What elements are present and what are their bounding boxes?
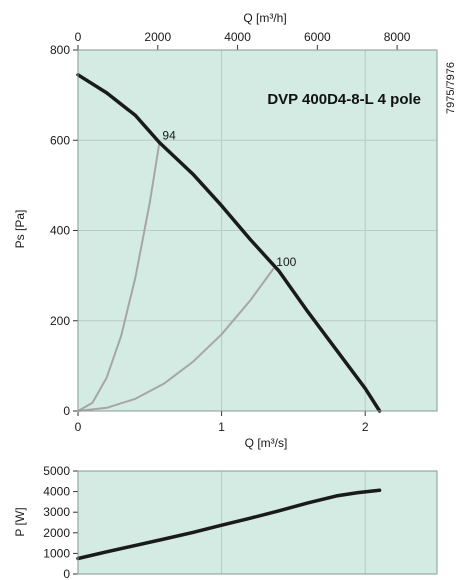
system-curve-94: [77, 141, 161, 412]
y-axis-title: Ps [Pa]: [13, 210, 27, 249]
power-y-tick-label: 4000: [43, 485, 70, 499]
power-series: [76, 488, 382, 561]
y-tick-label: 400: [50, 224, 70, 238]
y-tick-label: 800: [50, 43, 70, 57]
power-y-tick-label: 0: [63, 567, 70, 580]
power-curve: [76, 488, 382, 561]
pressure-plot-frame: [77, 49, 438, 412]
y-tick-label: 200: [50, 314, 70, 328]
x-tick-label: 1: [218, 420, 225, 434]
x-tick-label: 0: [75, 420, 82, 434]
power-y-tick-label: 3000: [43, 505, 70, 519]
power-y-tick-label: 1000: [43, 546, 70, 560]
x-axis-title: Q [m³/s]: [245, 436, 288, 450]
operating-point-label: 100: [276, 255, 296, 269]
y-tick-label: 0: [63, 404, 70, 418]
pressure-grid: [78, 50, 437, 411]
top-tick-label: 2000: [144, 30, 171, 44]
top-tick-label: 8000: [384, 30, 411, 44]
top-tick-label: 6000: [304, 30, 331, 44]
operating-point-label: 94: [162, 129, 176, 143]
power-y-tick-label: 2000: [43, 526, 70, 540]
top-tick-label: 0: [75, 30, 82, 44]
fan-pressure-curve: [76, 73, 382, 413]
pressure-series: 94 100: [76, 73, 382, 413]
top-tick-label: 4000: [224, 30, 251, 44]
power-ticks: 0 1000 2000 3000 4000 5000: [43, 464, 78, 580]
chart-title: DVP 400D4-8-L 4 pole: [267, 91, 421, 108]
y-tick-label: 600: [50, 133, 70, 147]
power-chart: 0 1000 2000 3000 4000 5000 P [W]: [13, 464, 438, 580]
power-grid: [221, 471, 366, 574]
power-plot-area: [78, 471, 437, 574]
system-curve-100: [77, 267, 275, 412]
power-y-axis-title: P [W]: [13, 507, 27, 536]
x-tick-label: 2: [362, 420, 369, 434]
top-axis-title: Q [m³/h]: [243, 11, 286, 25]
power-plot-frame: [77, 470, 438, 575]
power-y-tick-label: 5000: [43, 464, 70, 478]
side-code: 7975/7976: [445, 62, 457, 114]
